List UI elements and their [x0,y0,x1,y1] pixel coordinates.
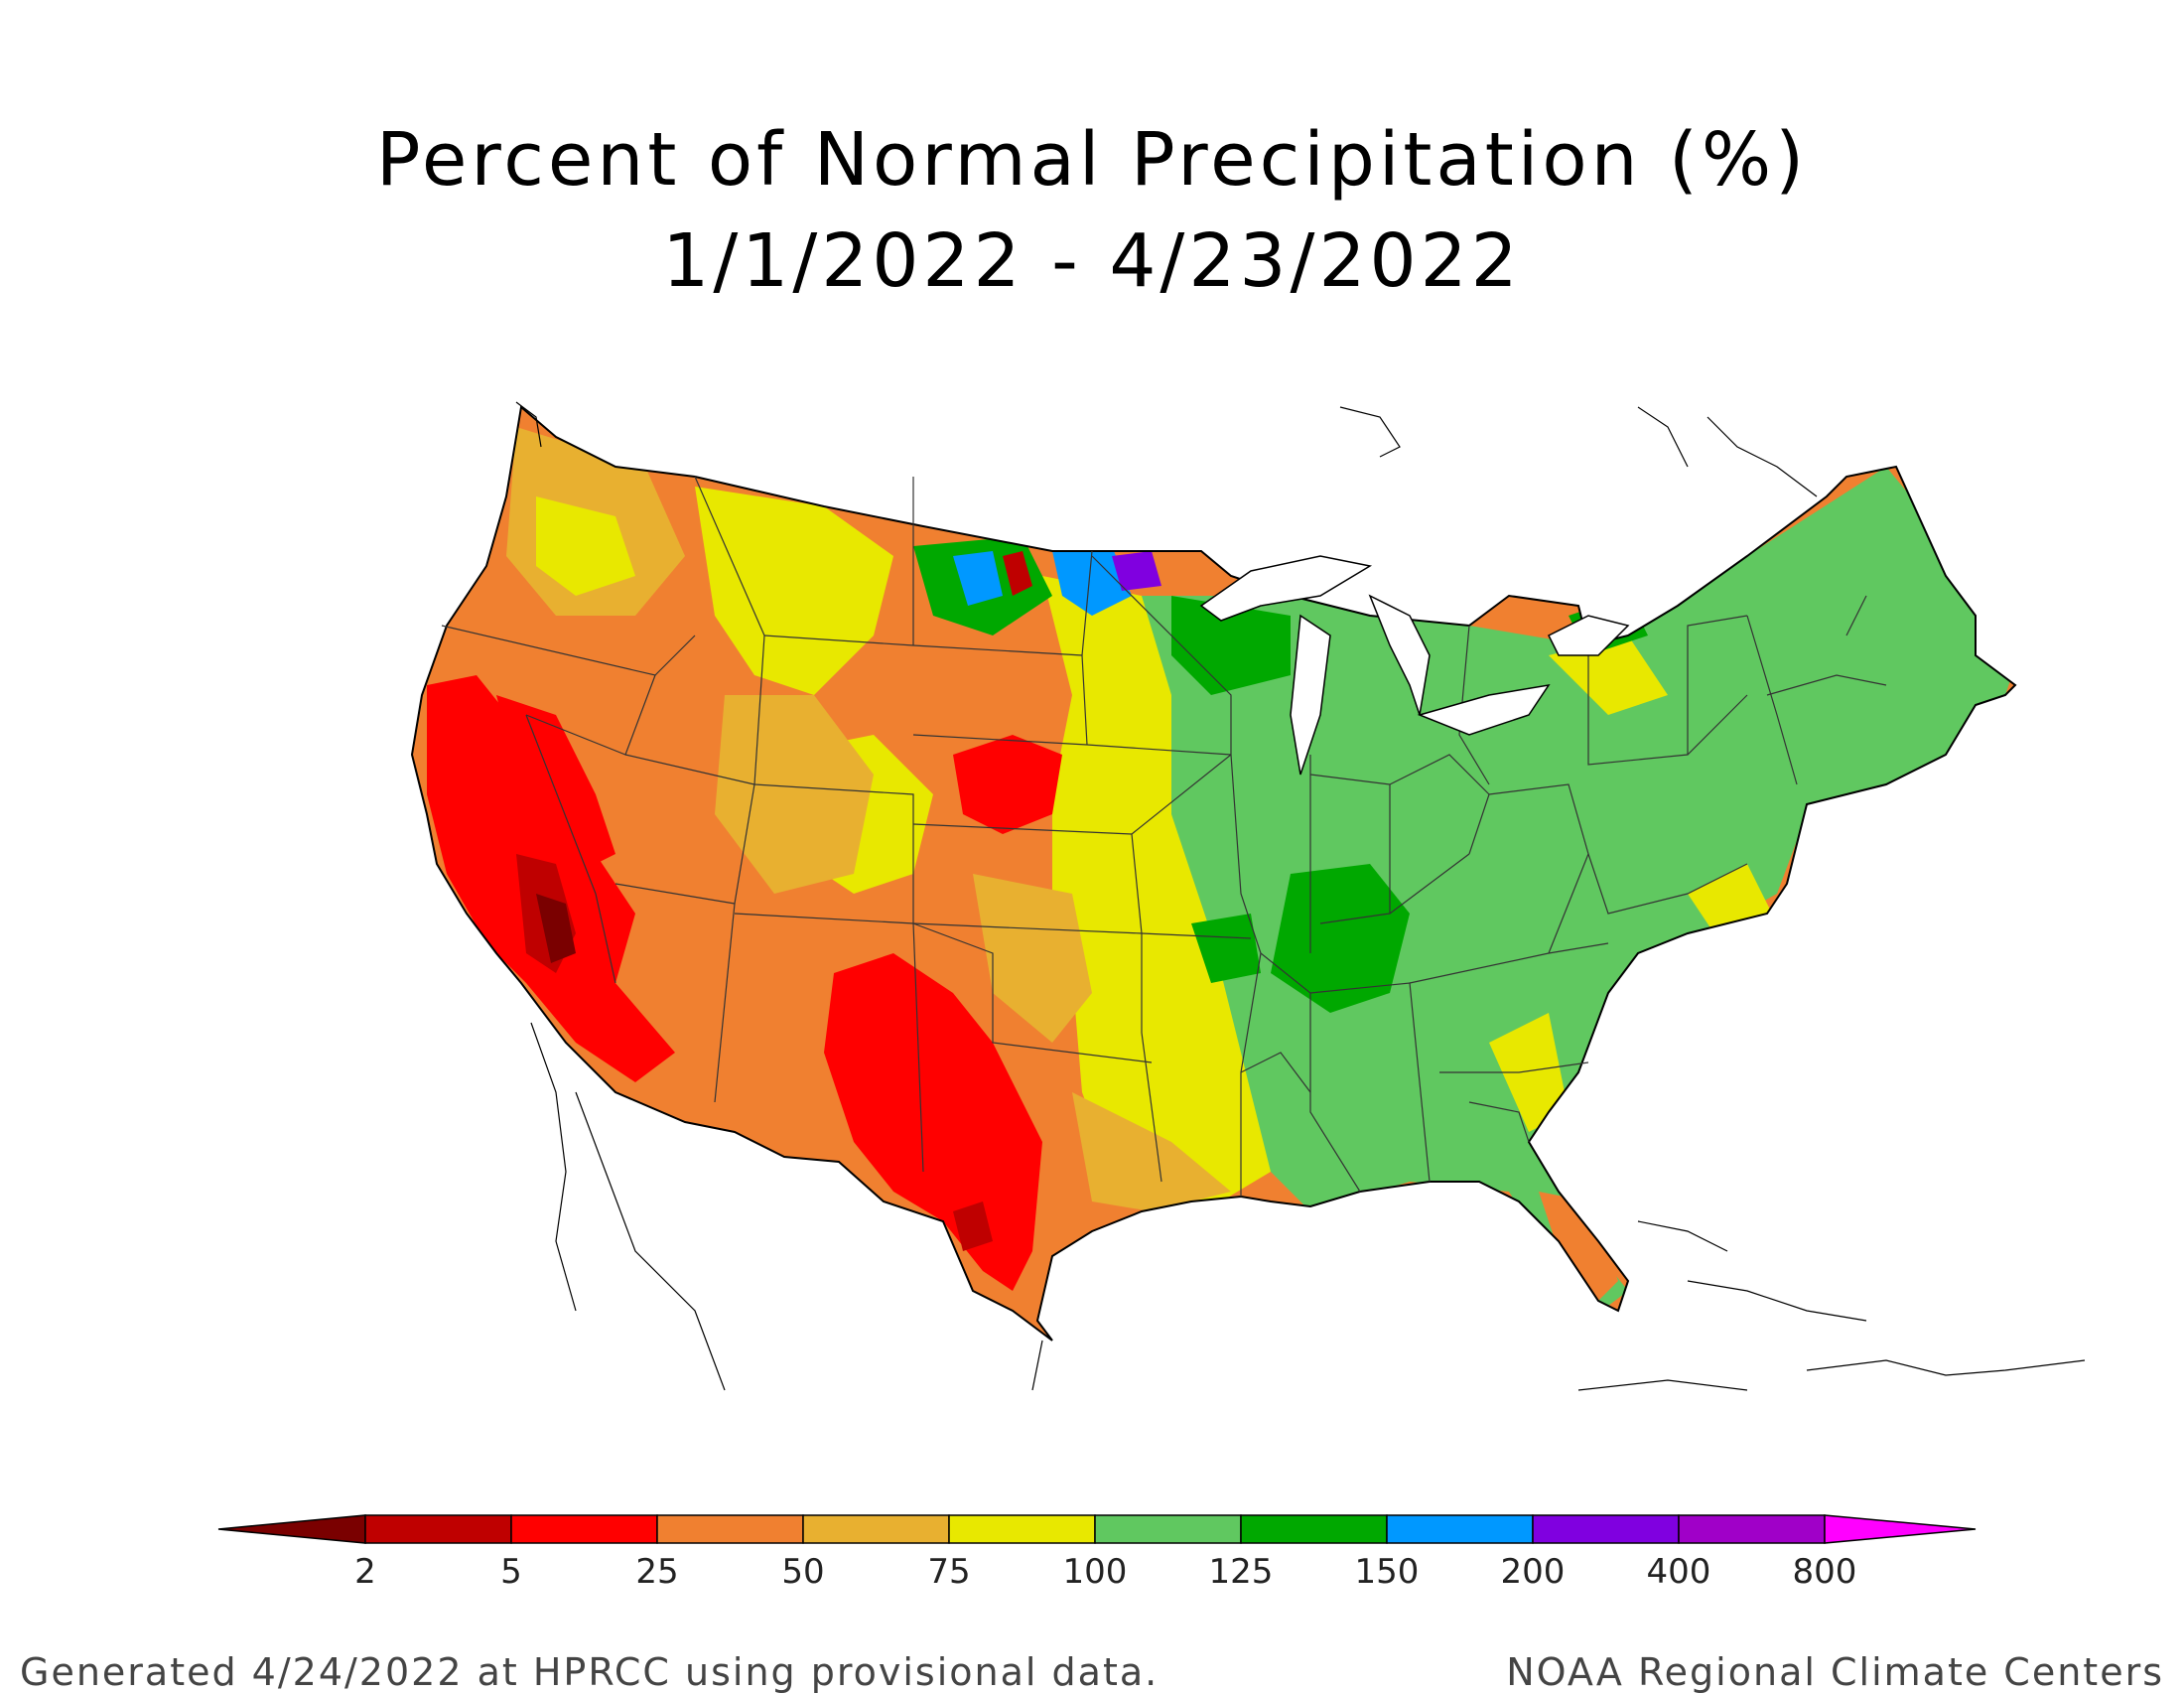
colorbar-label: 400 [1647,1552,1711,1592]
colorbar-label: 125 [1209,1552,1274,1592]
colorbar-label: 100 [1063,1552,1128,1592]
credit-text: NOAA Regional Climate Centers [1506,1650,2164,1694]
map-date-range: 1/1/2022 - 4/23/2022 [662,218,1522,304]
colorbar-swatch [1678,1514,1826,1544]
great-lakes [1199,555,1630,776]
colorbar-max-triangle [1824,1514,1977,1544]
colorbar-label: 800 [1793,1552,1857,1592]
map-title: Percent of Normal Precipitation (%) [375,117,1809,203]
colorbar-swatch [364,1514,512,1544]
colorbar-min-triangle [217,1514,366,1544]
us-outline [410,405,2017,1341]
colorbar-label: 150 [1355,1552,1420,1592]
colorbar-swatch [1386,1514,1534,1544]
colorbar-label: 200 [1501,1552,1566,1592]
colorbar-swatch [656,1514,804,1544]
colorbar-swatch [1240,1514,1388,1544]
colorbar-swatch [802,1514,950,1544]
colorbar-swatch [510,1514,658,1544]
colorbar-swatch [948,1514,1096,1544]
colorbar-label: 25 [635,1552,678,1592]
colorbar-swatch [1094,1514,1242,1544]
generated-note: Generated 4/24/2022 at HPRCC using provi… [20,1650,1160,1694]
colorbar-swatch [1532,1514,1680,1544]
state-boundaries [441,476,1887,1197]
colorbar-label: 5 [500,1552,522,1592]
colorbar: 2 5 25 50 75 100 125 150 200 400 800 [217,1514,1977,1592]
colorbar-label: 50 [781,1552,824,1592]
colorbar-label: 75 [927,1552,970,1592]
colorbar-label: 2 [354,1552,376,1592]
neighbor-coastlines [515,401,2086,1391]
